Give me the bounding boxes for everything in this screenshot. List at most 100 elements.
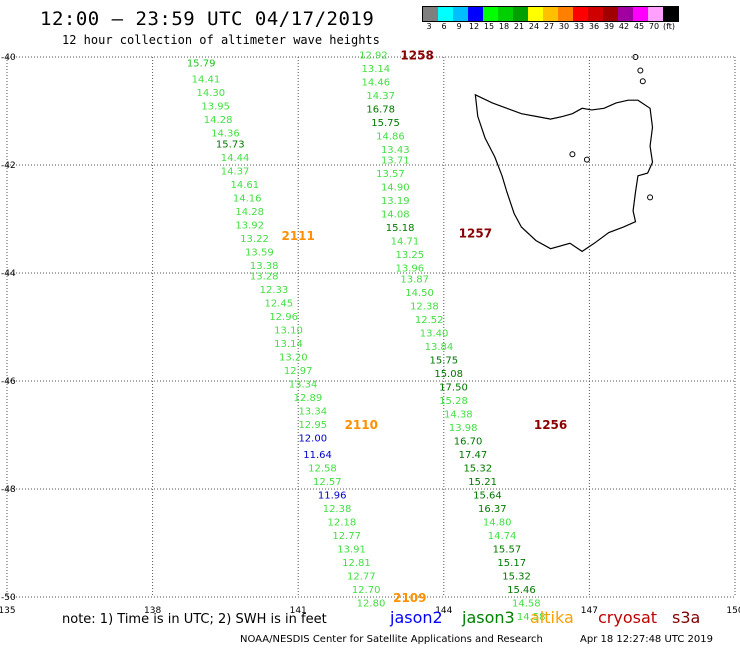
color-scale-label: 39 [603, 22, 615, 31]
x-tick-label: 150 [726, 606, 740, 616]
wave-height-value: 13.40 [420, 328, 449, 339]
color-scale-swatch [603, 7, 618, 21]
wave-height-value: 11.96 [318, 490, 347, 501]
wave-height-value: 14.44 [221, 153, 250, 164]
wave-height-value: 12.95 [298, 420, 327, 431]
wave-height-value: 14.80 [483, 517, 512, 528]
pass-time-label: 1258 [400, 48, 433, 62]
color-scale-swatch [528, 7, 543, 21]
wave-height-value: 13.14 [362, 64, 391, 75]
color-scale-label: 6 [441, 22, 447, 31]
wave-height-value: 12.18 [328, 517, 357, 528]
tasmania-outline [474, 93, 654, 253]
wave-height-value: 13.14 [274, 339, 303, 350]
island-outline [647, 194, 654, 201]
wave-height-value: 16.37 [478, 504, 507, 515]
color-scale-swatch [483, 7, 498, 21]
legend-cryosat: cryosat [598, 608, 658, 627]
wave-height-value: 13.20 [279, 353, 308, 364]
color-scale-swatch [648, 7, 663, 21]
color-scale-label: 3 [426, 22, 432, 31]
color-scale-swatch [438, 7, 453, 21]
color-scale-swatch [663, 7, 678, 21]
wave-height-value: 14.46 [362, 77, 391, 88]
wave-height-value: 15.18 [386, 223, 415, 234]
color-scale-label: 36 [588, 22, 600, 31]
wave-height-value: 14.74 [488, 531, 517, 542]
wave-height-value: 15.75 [429, 355, 458, 366]
color-scale-label: 30 [558, 22, 570, 31]
y-tick-label: -50 [1, 593, 16, 603]
wave-height-value: 12.77 [347, 571, 376, 582]
x-tick-label: 138 [144, 606, 161, 616]
wave-height-value: 14.28 [235, 207, 264, 218]
wave-height-value: 15.08 [434, 369, 463, 380]
wave-height-value: 12.38 [410, 301, 439, 312]
grid-lines [6, 56, 736, 598]
wave-height-value: 14.37 [366, 91, 395, 102]
color-scale-label: 27 [543, 22, 555, 31]
pass-time-label: 1257 [459, 227, 492, 241]
wave-height-value: 13.34 [289, 380, 318, 391]
wave-height-value: 13.59 [245, 247, 274, 258]
legend-s3a: s3a [672, 608, 701, 627]
wave-height-value: 15.57 [493, 544, 522, 555]
wave-height-value: 12.00 [298, 434, 327, 445]
color-scale-swatch [558, 7, 573, 21]
color-scale-label: 24 [528, 22, 540, 31]
wave-height-value: 13.91 [337, 544, 366, 555]
color-scale-label: 42 [618, 22, 630, 31]
color-scale-label: 18 [498, 22, 510, 31]
wave-height-value: 12.92 [359, 50, 388, 61]
x-tick-label: 135 [0, 606, 16, 616]
color-scale-swatch [498, 7, 513, 21]
wave-height-value: 16.70 [454, 436, 483, 447]
wave-height-value: 14.30 [197, 88, 226, 99]
wave-height-value: 12.38 [323, 504, 352, 515]
color-scale-swatch [618, 7, 633, 21]
color-scale-label: 15 [483, 22, 495, 31]
wave-height-value: 13.10 [274, 326, 303, 337]
pass-time-label: 2109 [393, 591, 426, 605]
y-tick-label: -42 [1, 161, 16, 171]
color-scale-swatch [633, 7, 648, 21]
island-outline [583, 156, 590, 163]
color-scale-swatch [588, 7, 603, 21]
wave-height-value: 13.96 [396, 264, 425, 275]
wave-height-value: 17.50 [439, 382, 468, 393]
x-tick-label: 141 [290, 606, 307, 616]
wave-height-value: 14.36 [211, 129, 240, 140]
wave-height-value: 15.73 [216, 139, 245, 150]
wave-height-value: 12.89 [294, 393, 323, 404]
legend-jason3: jason3 [462, 608, 515, 627]
wave-height-value: 15.32 [463, 463, 492, 474]
color-scale-label: 70 [648, 22, 660, 31]
color-scale-bar [422, 6, 679, 22]
wave-height-value: 15.17 [497, 558, 526, 569]
color-scale-label: 12 [468, 22, 480, 31]
color-scale-label: 45 [633, 22, 645, 31]
pass-time-label: 2110 [345, 418, 378, 432]
footnote: note: 1) Time is in UTC; 2) SWH is in fe… [62, 612, 327, 627]
wave-height-value: 12.45 [264, 299, 293, 310]
wave-height-value: 12.52 [415, 315, 444, 326]
wave-height-value: 13.92 [235, 220, 264, 231]
y-tick-label: -48 [1, 485, 16, 495]
color-scale-swatch [453, 7, 468, 21]
credit-text: NOAA/NESDIS Center for Satellite Applica… [240, 634, 543, 645]
wave-height-value: 15.64 [473, 490, 502, 501]
island-outline [632, 54, 639, 60]
wave-height-value: 12.81 [342, 558, 371, 569]
pass-time-label: 2111 [281, 229, 314, 243]
wave-height-value: 13.98 [449, 423, 478, 434]
wave-height-value: 12.96 [269, 312, 298, 323]
color-scale-swatch [513, 7, 528, 21]
wave-height-value: 14.58 [517, 612, 546, 623]
wave-height-value: 17.47 [459, 450, 488, 461]
wave-height-value: 12.33 [260, 285, 289, 296]
island-outline [637, 67, 644, 74]
wave-height-value: 14.08 [381, 210, 410, 221]
wave-height-value: 12.77 [332, 531, 361, 542]
color-scale-label: (ft) [662, 22, 676, 31]
